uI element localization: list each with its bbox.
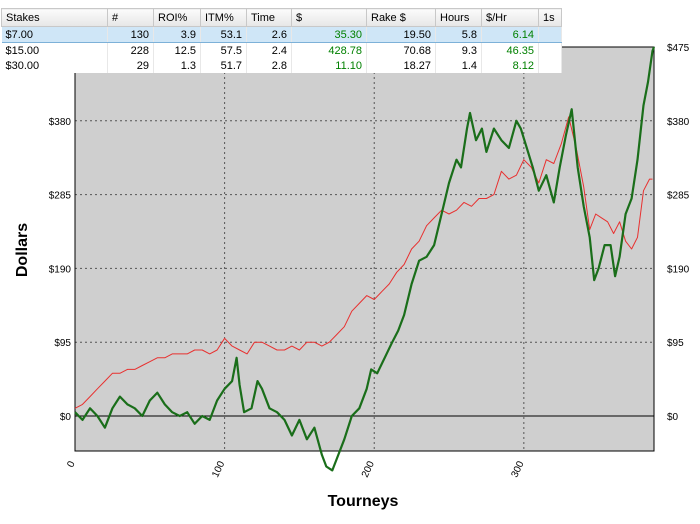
- column-header-time[interactable]: Time: [246, 8, 292, 27]
- y-tick-label-left: $380: [49, 117, 72, 128]
- cell-empty: [538, 58, 562, 73]
- y-tick-label-left: $190: [49, 264, 72, 275]
- cell-time: 2.4: [246, 42, 292, 58]
- y-tick-label-right: $95: [667, 338, 684, 349]
- cell-stakes: $15.00: [1, 42, 108, 58]
- x-axis-title: Tourneys: [328, 493, 399, 510]
- cell-rake: 18.27: [366, 58, 436, 73]
- cell-profit: 35.30: [291, 26, 367, 43]
- cell-roi: 3.9: [153, 26, 201, 43]
- cell-itm: 53.1: [200, 26, 247, 43]
- cell-rake: 19.50: [366, 26, 436, 43]
- y-tick-label-left: $95: [54, 338, 71, 349]
- cell-hours: 5.8: [435, 26, 482, 43]
- y-axis-title: Dollars: [14, 223, 31, 277]
- stakes-stats-table: Stakes # ROI% ITM% Time $ Rake $ Hours $…: [1, 8, 562, 73]
- series-layer: [74, 46, 656, 472]
- cell-itm: 51.7: [200, 58, 247, 73]
- cell-rake: 70.68: [366, 42, 436, 58]
- x-tick-label: 0: [65, 459, 78, 469]
- column-header-rake[interactable]: Rake $: [366, 8, 436, 27]
- cell-hours: 1.4: [435, 58, 482, 73]
- y-tick-label-left: $0: [60, 412, 72, 423]
- cell-hours: 9.3: [435, 42, 482, 58]
- cell-per-hour: 8.12: [481, 58, 539, 73]
- cell-roi: 12.5: [153, 42, 201, 58]
- cell-empty: [538, 42, 562, 58]
- y-tick-label-left: $285: [49, 191, 72, 202]
- column-header-stakes[interactable]: Stakes: [1, 8, 108, 27]
- cell-count: 29: [107, 58, 154, 73]
- y-tick-label-right: $380: [667, 117, 690, 128]
- cell-itm: 57.5: [200, 42, 247, 58]
- y-tick-label-right: $0: [667, 412, 679, 423]
- column-header-roi[interactable]: ROI%: [153, 8, 201, 27]
- column-header-profit[interactable]: $: [291, 8, 367, 27]
- plot-background: [75, 47, 654, 451]
- cell-time: 2.8: [246, 58, 292, 73]
- cell-stakes: $30.00: [1, 58, 108, 73]
- cell-count: 228: [107, 42, 154, 58]
- column-header-hours[interactable]: Hours: [435, 8, 482, 27]
- cell-empty: [538, 26, 562, 43]
- y-tick-label-right: $190: [667, 264, 690, 275]
- column-header-1s[interactable]: 1s: [538, 8, 562, 27]
- y-tick-label-right: $285: [667, 191, 690, 202]
- cell-per-hour: 6.14: [481, 26, 539, 43]
- column-header-count[interactable]: #: [107, 8, 154, 27]
- cell-per-hour: 46.35: [481, 42, 539, 58]
- x-tick-label: 100: [210, 459, 227, 479]
- table-row[interactable]: $30.00 29 1.3 51.7 2.8 11.10 18.27 1.4 8…: [1, 58, 562, 73]
- cell-profit: 428.78: [291, 42, 367, 58]
- cell-time: 2.6: [246, 26, 292, 43]
- x-tick-label: 300: [510, 459, 527, 479]
- cell-roi: 1.3: [153, 58, 201, 73]
- x-tick-label: 200: [360, 459, 377, 479]
- cell-count: 130: [107, 26, 154, 43]
- table-header: Stakes # ROI% ITM% Time $ Rake $ Hours $…: [1, 8, 562, 27]
- column-header-per-hour[interactable]: $/Hr: [481, 8, 539, 27]
- cell-profit: 11.10: [291, 58, 367, 73]
- cell-stakes: $7.00: [1, 26, 108, 43]
- y-tick-label-right: $475: [667, 43, 690, 54]
- column-header-itm[interactable]: ITM%: [200, 8, 247, 27]
- series-line-green: [74, 46, 656, 472]
- table-row[interactable]: $15.00 228 12.5 57.5 2.4 428.78 70.68 9.…: [1, 42, 562, 58]
- table-row[interactable]: $7.00 130 3.9 53.1 2.6 35.30 19.50 5.8 6…: [1, 26, 562, 43]
